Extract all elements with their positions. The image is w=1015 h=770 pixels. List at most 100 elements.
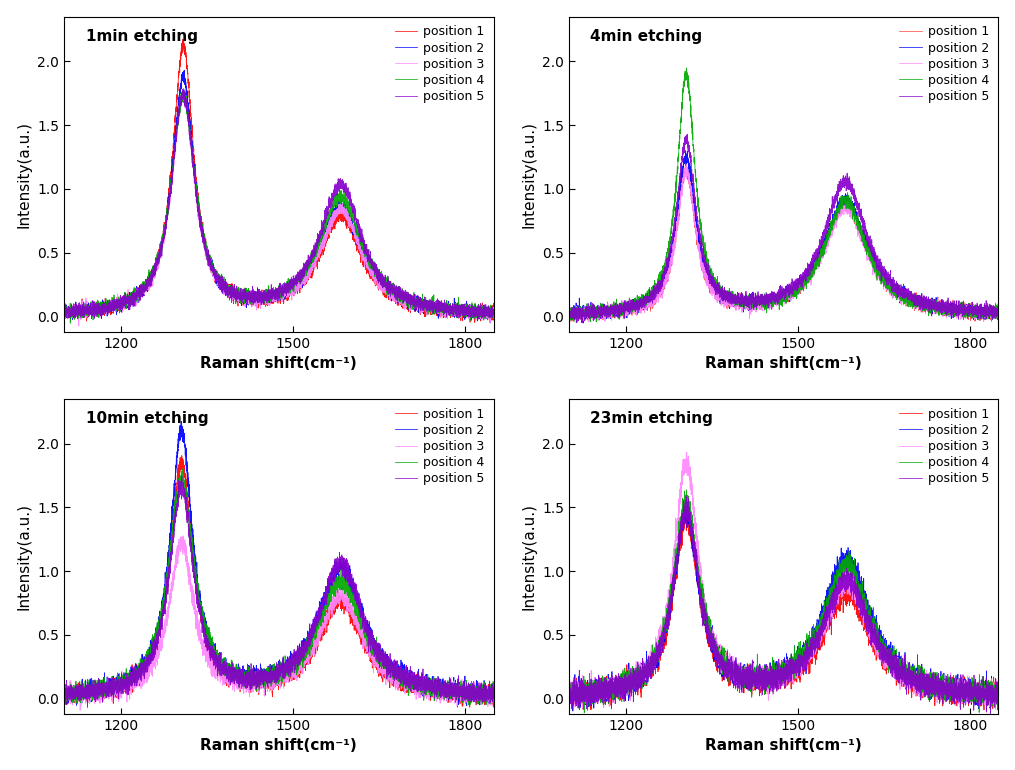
position 1 bbox=[337, 209, 349, 219]
position 4 bbox=[883, 287, 895, 296]
position 2 bbox=[136, 650, 148, 659]
position 4 bbox=[640, 669, 653, 678]
position 2 bbox=[562, 314, 574, 323]
position 1 bbox=[820, 623, 832, 632]
Line: position 1: position 1 bbox=[568, 506, 999, 710]
position 3 bbox=[993, 682, 1005, 691]
position 3 bbox=[222, 675, 234, 685]
position 5 bbox=[883, 276, 895, 286]
Y-axis label: Intensity(a.u.): Intensity(a.u.) bbox=[16, 121, 31, 228]
position 2 bbox=[222, 671, 234, 680]
position 3 bbox=[136, 671, 148, 681]
position 5 bbox=[58, 687, 70, 696]
position 3 bbox=[411, 682, 423, 691]
position 4 bbox=[487, 306, 499, 316]
position 4 bbox=[337, 585, 349, 594]
position 4 bbox=[58, 308, 70, 317]
position 3 bbox=[842, 584, 855, 594]
position 2 bbox=[379, 651, 391, 661]
position 3 bbox=[58, 695, 70, 704]
position 4 bbox=[562, 310, 574, 320]
position 1 bbox=[582, 705, 594, 715]
position 3 bbox=[316, 628, 328, 638]
position 2 bbox=[842, 558, 855, 567]
position 4 bbox=[916, 301, 928, 310]
Line: position 4: position 4 bbox=[568, 490, 999, 713]
position 3 bbox=[727, 299, 739, 308]
position 1 bbox=[883, 654, 895, 663]
position 3 bbox=[640, 663, 653, 672]
position 1 bbox=[411, 303, 423, 313]
position 5 bbox=[640, 296, 653, 306]
position 3 bbox=[338, 208, 350, 217]
position 2 bbox=[820, 229, 832, 238]
Text: 1min etching: 1min etching bbox=[85, 29, 198, 44]
position 2 bbox=[58, 693, 70, 702]
position 1 bbox=[58, 306, 70, 316]
position 5 bbox=[680, 491, 692, 500]
position 2 bbox=[484, 318, 496, 327]
position 3 bbox=[487, 314, 499, 323]
position 4 bbox=[579, 708, 591, 718]
position 1 bbox=[136, 284, 148, 293]
position 2 bbox=[682, 496, 694, 505]
position 3 bbox=[177, 531, 189, 541]
position 2 bbox=[487, 305, 499, 314]
position 1 bbox=[379, 669, 391, 678]
Line: position 3: position 3 bbox=[64, 536, 493, 710]
position 4 bbox=[222, 283, 234, 292]
position 5 bbox=[916, 681, 928, 690]
position 5 bbox=[820, 614, 832, 624]
position 1 bbox=[411, 684, 423, 693]
X-axis label: Raman shift(cm⁻¹): Raman shift(cm⁻¹) bbox=[705, 738, 862, 753]
position 1 bbox=[679, 159, 691, 168]
position 2 bbox=[883, 286, 895, 295]
position 5 bbox=[727, 296, 739, 305]
position 2 bbox=[679, 146, 691, 156]
position 4 bbox=[680, 63, 692, 72]
position 1 bbox=[576, 317, 588, 326]
Line: position 5: position 5 bbox=[568, 496, 999, 715]
position 3 bbox=[338, 583, 350, 592]
position 5 bbox=[562, 690, 574, 699]
position 2 bbox=[562, 694, 574, 703]
Legend: position 1, position 2, position 3, position 4, position 5: position 1, position 2, position 3, posi… bbox=[897, 405, 992, 487]
position 2 bbox=[222, 292, 234, 301]
position 5 bbox=[577, 318, 589, 327]
position 2 bbox=[993, 307, 1005, 316]
position 5 bbox=[487, 306, 499, 315]
position 1 bbox=[916, 300, 928, 309]
position 1 bbox=[680, 501, 692, 511]
position 5 bbox=[379, 273, 391, 282]
position 5 bbox=[222, 665, 234, 675]
position 4 bbox=[379, 661, 391, 671]
position 2 bbox=[58, 307, 70, 316]
position 1 bbox=[177, 35, 189, 44]
position 3 bbox=[842, 202, 855, 211]
Line: position 1: position 1 bbox=[64, 456, 493, 707]
Line: position 5: position 5 bbox=[64, 89, 493, 320]
Line: position 5: position 5 bbox=[64, 476, 493, 708]
position 4 bbox=[411, 300, 423, 310]
position 2 bbox=[640, 662, 653, 671]
position 3 bbox=[222, 287, 234, 296]
position 3 bbox=[993, 311, 1005, 320]
position 3 bbox=[379, 284, 391, 293]
position 4 bbox=[178, 464, 190, 473]
position 2 bbox=[916, 294, 928, 303]
Text: 10min etching: 10min etching bbox=[85, 411, 208, 427]
position 2 bbox=[411, 675, 423, 685]
Line: position 2: position 2 bbox=[568, 151, 999, 323]
position 4 bbox=[820, 603, 832, 612]
position 4 bbox=[993, 688, 1005, 698]
position 4 bbox=[842, 558, 855, 567]
position 3 bbox=[58, 311, 70, 320]
position 4 bbox=[842, 192, 855, 201]
position 1 bbox=[222, 280, 234, 289]
Line: position 2: position 2 bbox=[568, 500, 999, 711]
position 4 bbox=[680, 485, 692, 494]
position 4 bbox=[222, 661, 234, 670]
position 4 bbox=[316, 615, 328, 624]
position 3 bbox=[136, 287, 148, 296]
position 1 bbox=[136, 663, 148, 672]
